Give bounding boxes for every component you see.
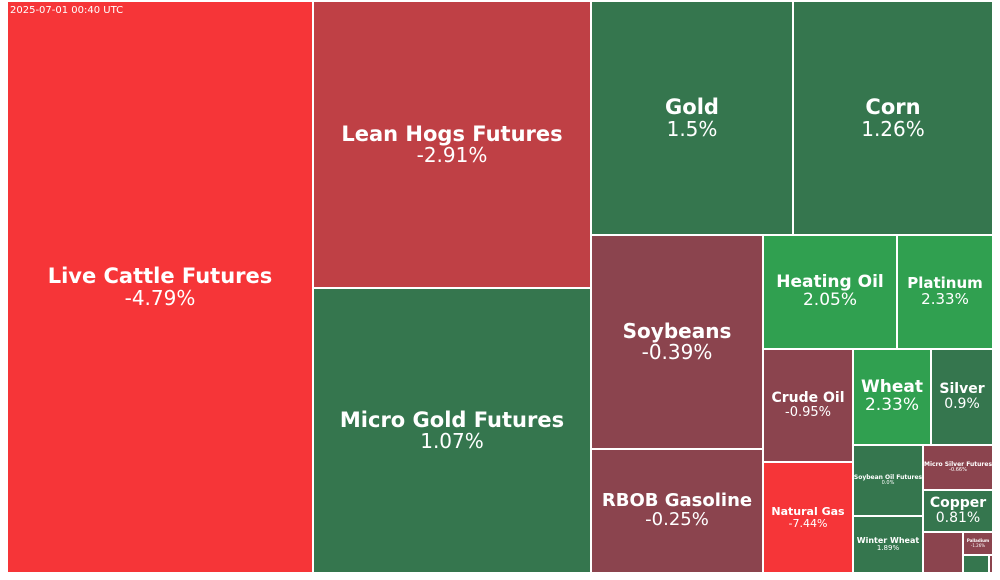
tile-lean-hogs-futures[interactable]: Lean Hogs Futures -2.91%: [313, 1, 591, 288]
tile-small-1[interactable]: [963, 555, 989, 573]
tile-name: Lean Hogs Futures: [341, 121, 563, 146]
tile-gold[interactable]: Gold 1.5%: [591, 1, 793, 235]
tile-name: Heating Oil: [776, 272, 884, 293]
tile-name: Soybeans: [622, 319, 732, 343]
tile-change: 1.5%: [666, 116, 718, 141]
tile-natural-gas[interactable]: Natural Gas -7.44%: [763, 462, 853, 573]
tile-name: Silver: [939, 381, 985, 398]
tile-wheat[interactable]: Wheat 2.33%: [853, 349, 931, 445]
tile-name: Gold: [665, 95, 719, 120]
tile-heating-oil[interactable]: Heating Oil 2.05%: [763, 235, 897, 349]
tile-change: -0.95%: [785, 405, 831, 421]
tile-name: Micro Gold Futures: [339, 407, 565, 432]
tile-change: 1.26%: [861, 116, 925, 141]
tile-soybeans[interactable]: Soybeans -0.39%: [591, 235, 763, 449]
tile-name: Micro Silver Futures: [923, 460, 993, 468]
tile-change: -1.26%: [970, 542, 986, 548]
tile-name: Live Cattle Futures: [47, 264, 273, 289]
tile-name: Wheat: [861, 377, 923, 398]
tile-change: -0.25%: [645, 509, 709, 530]
tile-change: -0.39%: [641, 340, 713, 364]
tile-change: 1.89%: [876, 544, 900, 553]
tile-change: -0.66%: [949, 467, 967, 474]
tile-name: Palladium: [966, 538, 990, 544]
tile-change: 0.81%: [935, 510, 981, 526]
tile-name: Winter Wheat: [856, 535, 920, 545]
tile-small-2[interactable]: [989, 555, 993, 573]
tile-name: Crude Oil: [771, 390, 845, 407]
tile-change: -4.79%: [124, 285, 196, 310]
tile-live-cattle-futures[interactable]: Live Cattle Futures -4.79%: [7, 1, 313, 573]
tile-name: Soybean Oil Futures: [853, 473, 923, 481]
tile-silver[interactable]: Silver 0.9%: [931, 349, 993, 445]
tile-change: 0.9%: [944, 396, 980, 412]
tile-palladium[interactable]: Palladium -1.26%: [963, 532, 993, 555]
timestamp: 2025-07-01 00:40 UTC: [10, 5, 124, 16]
tile-soybean-oil-futures[interactable]: Soybean Oil Futures 0.0%: [853, 445, 923, 516]
tile-small-0[interactable]: [923, 532, 963, 573]
tile-name: Corn: [865, 95, 921, 120]
tile-name: Natural Gas: [771, 504, 845, 518]
tile-winter-wheat[interactable]: Winter Wheat 1.89%: [853, 516, 923, 573]
tile-change: 2.05%: [802, 290, 857, 310]
tile-rbob-gasoline[interactable]: RBOB Gasoline -0.25%: [591, 449, 763, 573]
tile-copper[interactable]: Copper 0.81%: [923, 490, 993, 532]
tile-change: 1.07%: [420, 429, 484, 454]
tile-name: Platinum: [907, 274, 983, 293]
tile-name: RBOB Gasoline: [601, 490, 753, 512]
tile-name: Copper: [929, 495, 987, 512]
tile-change: 2.33%: [864, 395, 919, 415]
tile-micro-gold-futures[interactable]: Micro Gold Futures 1.07%: [313, 288, 591, 573]
tile-change: -7.44%: [788, 516, 828, 530]
tile-change: -2.91%: [416, 143, 488, 168]
tile-change: 2.33%: [921, 290, 969, 308]
tile-change: 0.0%: [881, 480, 895, 487]
tile-micro-silver-futures[interactable]: Micro Silver Futures -0.66%: [923, 445, 993, 490]
tile-platinum[interactable]: Platinum 2.33%: [897, 235, 993, 349]
tile-crude-oil[interactable]: Crude Oil -0.95%: [763, 349, 853, 462]
tile-corn[interactable]: Corn 1.26%: [793, 1, 993, 235]
